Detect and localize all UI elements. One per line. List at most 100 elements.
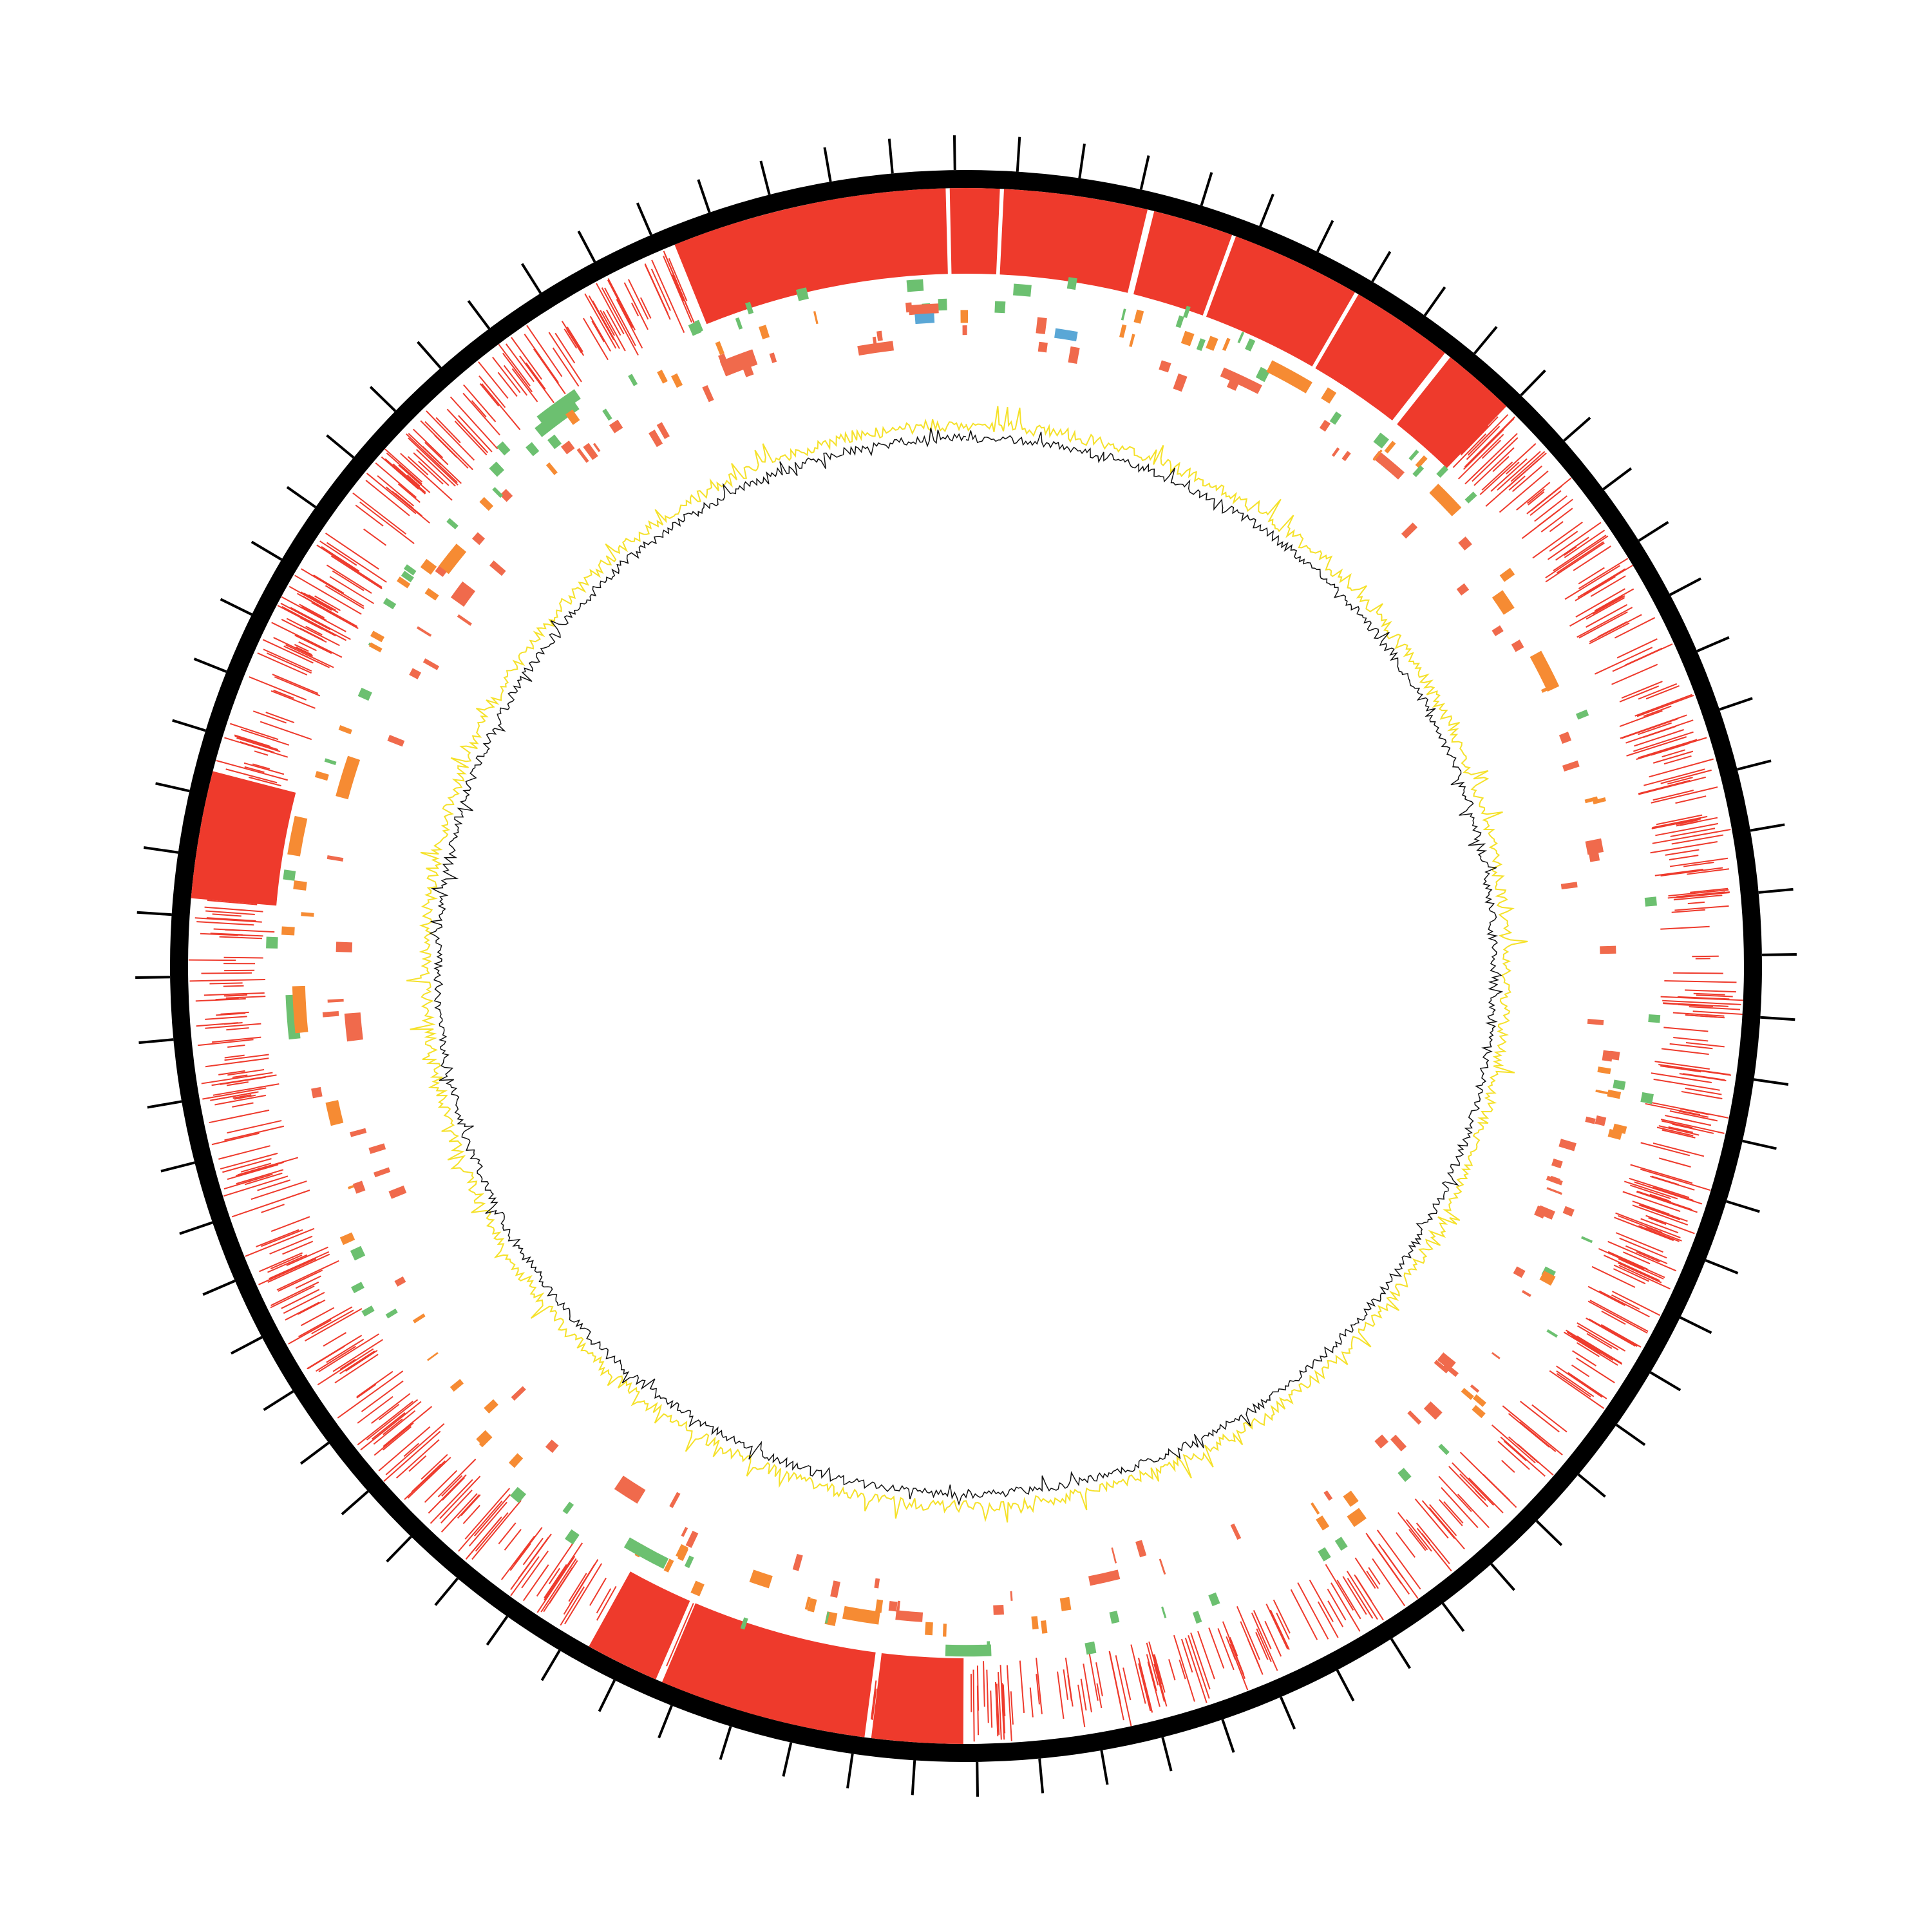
- red-feature: [1652, 829, 1731, 844]
- red-feature: [457, 420, 488, 453]
- red-feature: [1115, 1655, 1132, 1727]
- tick: [1139, 155, 1150, 190]
- red-feature: [1355, 1576, 1372, 1602]
- red-block: [949, 188, 1000, 275]
- red-feature: [475, 1512, 509, 1552]
- red-feature: [1638, 739, 1698, 759]
- orange-feature: [1461, 1388, 1474, 1400]
- red-feature: [566, 327, 583, 352]
- red-feature: [1368, 1567, 1381, 1585]
- red-feature: [1428, 1507, 1465, 1549]
- red-feature: [1587, 1285, 1625, 1307]
- red-feature: [1619, 1237, 1667, 1259]
- red-feature: [1685, 1068, 1732, 1076]
- red-feature: [286, 618, 340, 647]
- red-feature: [259, 1252, 303, 1273]
- green-feature: [1412, 465, 1425, 477]
- red-feature: [423, 1460, 446, 1482]
- red-feature: [1088, 1652, 1099, 1701]
- red-feature: [386, 452, 422, 485]
- red-feature: [663, 256, 692, 323]
- red-feature: [596, 1586, 617, 1621]
- green-feature: [740, 1617, 748, 1630]
- red-feature: [1083, 1663, 1092, 1712]
- red-feature: [1190, 1632, 1211, 1690]
- red-feature: [644, 264, 671, 320]
- tick: [759, 160, 771, 195]
- red-feature: [1653, 790, 1694, 801]
- tick: [299, 1441, 330, 1465]
- red-feature: [1534, 495, 1567, 522]
- red-feature: [498, 1522, 516, 1544]
- red-feature: [1660, 1065, 1701, 1073]
- red-feature: [381, 456, 419, 490]
- red-feature: [1696, 994, 1733, 998]
- red-feature: [503, 365, 528, 396]
- salmon-feature: [702, 384, 714, 402]
- red-feature: [421, 1454, 448, 1480]
- green-feature: [1245, 338, 1256, 352]
- red-feature: [1077, 1684, 1086, 1728]
- green-feature: [350, 1282, 365, 1294]
- salmon-feature: [1492, 625, 1504, 636]
- tick: [636, 202, 652, 236]
- red-feature: [1549, 1370, 1605, 1409]
- salmon-feature: [336, 942, 353, 952]
- orange-feature: [1492, 590, 1515, 615]
- red-feature: [533, 348, 566, 395]
- salmon-feature: [1010, 1591, 1013, 1601]
- orange-feature: [1607, 1090, 1622, 1099]
- red-feature: [1095, 1662, 1103, 1697]
- green-feature: [403, 564, 417, 576]
- red-feature: [672, 274, 685, 302]
- red-feature: [1408, 1529, 1426, 1551]
- tick: [1221, 1719, 1235, 1753]
- red-feature: [998, 1672, 1002, 1740]
- red-feature: [1396, 1532, 1416, 1558]
- green-feature: [1196, 338, 1206, 352]
- salmon-feature: [1513, 1266, 1526, 1278]
- red-feature: [211, 1132, 260, 1146]
- tick: [1016, 137, 1021, 172]
- orange-feature: [804, 1596, 811, 1610]
- salmon-feature: [1558, 1139, 1577, 1151]
- red-feature: [1675, 1117, 1692, 1122]
- red-feature: [1461, 431, 1482, 455]
- red-block: [1315, 294, 1445, 421]
- red-feature: [1630, 1164, 1693, 1184]
- red-feature: [299, 617, 323, 630]
- red-feature: [1575, 576, 1616, 601]
- red-feature: [257, 652, 308, 676]
- red-feature: [326, 542, 387, 583]
- red-feature: [226, 1081, 249, 1086]
- red-feature: [325, 585, 365, 609]
- red-feature: [1638, 779, 1690, 795]
- salmon-feature: [1390, 1434, 1407, 1452]
- red-feature: [225, 768, 278, 784]
- salmon-feature: [830, 1580, 840, 1598]
- orange-feature: [325, 1100, 344, 1126]
- red-feature: [225, 994, 244, 997]
- green-feature: [535, 399, 580, 437]
- red-feature: [223, 985, 244, 987]
- red-feature: [1661, 1048, 1709, 1056]
- salmon-feature: [1068, 346, 1080, 365]
- tick: [1602, 467, 1633, 491]
- orange-feature: [1592, 797, 1606, 805]
- orange-feature: [1133, 309, 1144, 324]
- red-feature: [521, 1550, 549, 1589]
- red-feature: [1439, 1499, 1463, 1526]
- red-feature: [651, 260, 685, 333]
- red-feature: [1622, 1191, 1681, 1213]
- red-feature: [1575, 588, 1625, 618]
- tick: [179, 1221, 213, 1235]
- salmon-feature: [888, 1601, 898, 1612]
- green-feature: [1438, 1443, 1450, 1455]
- salmon-feature: [1534, 1206, 1547, 1219]
- red-feature: [1325, 1564, 1354, 1611]
- green-feature: [446, 518, 459, 529]
- red-feature: [1397, 1512, 1428, 1551]
- red-feature: [1586, 1317, 1636, 1347]
- green-feature: [1464, 491, 1477, 504]
